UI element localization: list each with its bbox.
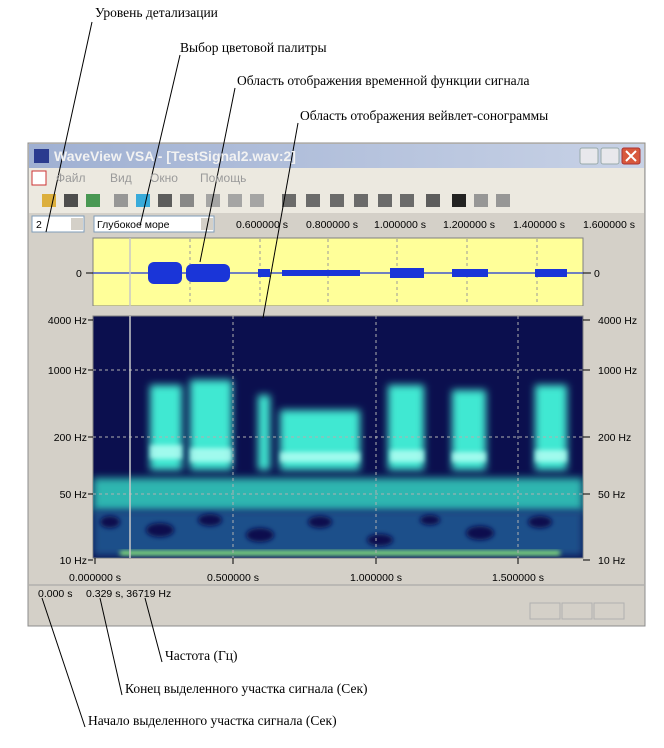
splitter (29, 306, 644, 314)
freq-label: 200 Hz (54, 432, 87, 444)
freq-label: 1000 Hz (598, 365, 637, 377)
annotation-pointer (41, 597, 86, 728)
annotation: Частота (Гц) (165, 648, 238, 663)
waveform-label: 0 (594, 268, 600, 280)
annotation: Уровень детализации (95, 5, 218, 20)
freq-label: 4000 Hz (48, 315, 87, 327)
annotation-pointer (262, 122, 299, 319)
annotation-pointer (144, 597, 163, 663)
tool-button[interactable] (330, 194, 344, 207)
annotation: Начало выделенного участка сигнала (Сек) (88, 713, 337, 728)
tool-button[interactable] (86, 194, 100, 207)
title-bar (29, 144, 644, 168)
menu-item[interactable]: Вид (110, 171, 132, 185)
time-ruler-label: 1.000000 s (374, 219, 426, 231)
annotation-pointer (99, 597, 123, 696)
tool-button[interactable] (180, 194, 194, 207)
tool-button[interactable] (452, 194, 466, 207)
annotation: Область отображения вейвлет-сонограммы (300, 108, 548, 123)
time-ruler-label: 0.600000 s (236, 219, 288, 231)
tool-button[interactable] (282, 194, 296, 207)
app-icon (34, 149, 49, 163)
menu-item[interactable]: Помощь (200, 171, 246, 185)
freq-label: 4000 Hz (598, 315, 637, 327)
tool-button[interactable] (250, 194, 264, 207)
time-ruler-label: 1.600000 s (583, 219, 635, 231)
annotation-lines (41, 21, 299, 728)
freq-label: 50 Hz (598, 489, 625, 501)
status-start: 0.000 s (38, 588, 72, 600)
annotation-pointer (139, 54, 181, 227)
freq-label: 200 Hz (598, 432, 631, 444)
palette-name: Глубокое море (97, 219, 170, 231)
tool-button[interactable] (496, 194, 510, 207)
time-ruler-label: 1.400000 s (513, 219, 565, 231)
menu-bar (29, 168, 644, 188)
time-label: 0.000000 s (69, 572, 121, 584)
menu-item[interactable]: Окно (150, 171, 178, 185)
tool-button[interactable] (64, 194, 78, 207)
toolbar-icons[interactable] (42, 194, 510, 207)
doc-icon (31, 170, 47, 186)
time-ruler-label: 1.200000 s (443, 219, 495, 231)
waveform (148, 262, 567, 284)
tool-button[interactable] (206, 194, 220, 207)
time-label: 1.500000 s (492, 572, 544, 584)
status-end-frequency: 0.329 s, 36719 Hz (86, 588, 171, 600)
window-title: WaveView VSA - [TestSignal2.wav:2] (54, 148, 296, 164)
annotation: Конец выделенного участка сигнала (Сек) (125, 681, 368, 696)
tool-button[interactable] (114, 194, 128, 207)
status-panels (529, 602, 625, 620)
annotation: Выбор цветовой палитры (180, 40, 327, 55)
annotation: Область отображения временной функции си… (237, 73, 530, 88)
tool-button[interactable] (474, 194, 488, 207)
time-label: 0.500000 s (207, 572, 259, 584)
time-ruler-label: 0.800000 s (306, 219, 358, 231)
freq-label: 1000 Hz (48, 365, 87, 377)
time-label: 1.000000 s (350, 572, 402, 584)
tool-button[interactable] (354, 194, 368, 207)
tool-button[interactable] (228, 194, 242, 207)
freq-label: 50 Hz (60, 489, 87, 501)
palette-combo[interactable] (93, 215, 215, 233)
detail-level: 2 (36, 219, 42, 231)
annotation-pointer (199, 87, 236, 263)
combo-arrow[interactable] (71, 218, 83, 230)
tool-button[interactable] (306, 194, 320, 207)
sonogram-grid (93, 316, 583, 558)
annotation-pointer (45, 21, 93, 233)
tool-button[interactable] (400, 194, 414, 207)
tool-button[interactable] (378, 194, 392, 207)
tool-button[interactable] (136, 194, 150, 207)
menu-item[interactable]: Файл (56, 171, 86, 185)
sonogram (93, 380, 583, 556)
combo-arrow[interactable] (201, 218, 213, 230)
tool-button[interactable] (158, 194, 172, 207)
freq-label: 10 Hz (60, 555, 87, 567)
window-buttons (579, 147, 641, 165)
tool-button[interactable] (426, 194, 440, 207)
freq-label: 10 Hz (598, 555, 625, 567)
waveform-label: 0 (76, 268, 82, 280)
